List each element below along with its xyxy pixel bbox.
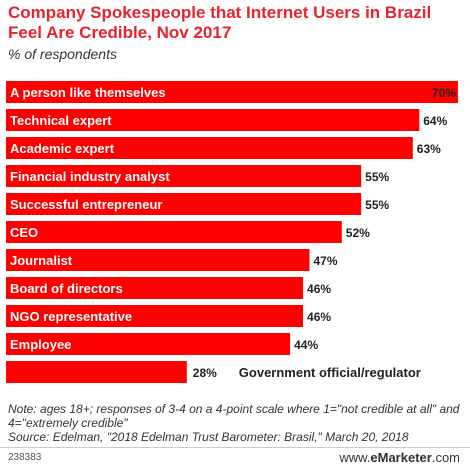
bar bbox=[6, 305, 304, 327]
bar-group: NGO representative 46% bbox=[6, 305, 331, 327]
bar bbox=[6, 193, 362, 215]
bar-value-label: 52% bbox=[346, 226, 370, 240]
brand-suffix: .com bbox=[431, 450, 460, 465]
bar-value-label: 46% bbox=[307, 310, 331, 324]
brand-prefix: www. bbox=[339, 450, 371, 465]
bar-category-label: Government official/regulator bbox=[239, 365, 421, 380]
chart-id: 238383 bbox=[8, 452, 42, 463]
bar-group: CEO 52% bbox=[6, 221, 370, 243]
bar bbox=[6, 137, 413, 159]
bar bbox=[6, 165, 362, 187]
brand-logo[interactable]: www.eMarketer.com bbox=[339, 450, 460, 465]
bar-category-label: Employee bbox=[10, 337, 71, 352]
bar-group: Journalist 47% bbox=[6, 249, 338, 271]
bar bbox=[6, 81, 458, 103]
bar-category-label: Academic expert bbox=[10, 141, 115, 156]
bar-group: Academic expert 63% bbox=[6, 137, 441, 159]
bar-value-label: 55% bbox=[365, 170, 389, 184]
bar-group: Employee 44% bbox=[6, 333, 318, 355]
bar bbox=[6, 333, 291, 355]
bar-value-label: 70% bbox=[432, 86, 456, 100]
bar-chart: A person like themselves 70% Technical exp… bbox=[6, 81, 458, 383]
bar-group: Financial industry analyst 55% bbox=[6, 165, 389, 187]
bar-group: A person like themselves 70% bbox=[6, 81, 458, 103]
bar-value-label: 64% bbox=[423, 114, 447, 128]
bar-category-label: A person like themselves bbox=[10, 85, 166, 100]
bar-group: Board of directors 46% bbox=[6, 277, 331, 299]
bar-group: Successful entrepreneur 55% bbox=[6, 193, 389, 215]
source-text: Source: Edelman, "2018 Edelman Trust Bar… bbox=[8, 430, 409, 444]
bar-value-label: 28% bbox=[193, 366, 217, 380]
bar-category-label: Financial industry analyst bbox=[10, 169, 170, 184]
chart-subtitle: % of respondents bbox=[8, 46, 117, 62]
bar-category-label: Journalist bbox=[10, 253, 73, 268]
brand-name: eMarketer bbox=[370, 450, 432, 465]
note-text: Note: ages 18+; responses of 3-4 on a 4-… bbox=[8, 402, 460, 430]
bar-group: Technical expert 64% bbox=[6, 109, 448, 131]
bar-group: Government official/regulator 28% bbox=[6, 361, 421, 383]
bar bbox=[6, 277, 304, 299]
bar-value-label: 63% bbox=[417, 142, 441, 156]
bar bbox=[6, 109, 420, 131]
bar-category-label: Successful entrepreneur bbox=[10, 197, 162, 212]
bar-category-label: Technical expert bbox=[10, 113, 112, 128]
bar-value-label: 55% bbox=[365, 198, 389, 212]
bar-value-label: 46% bbox=[307, 282, 331, 296]
chart-note: Note: ages 18+; responses of 3-4 on a 4-… bbox=[8, 402, 466, 444]
bar bbox=[6, 361, 187, 383]
bar-category-label: Board of directors bbox=[10, 281, 123, 296]
bar bbox=[6, 249, 310, 271]
chart-title: Company Spokespeople that Internet Users… bbox=[8, 3, 432, 42]
footer-divider bbox=[0, 447, 470, 448]
bar bbox=[6, 221, 342, 243]
bar-value-label: 47% bbox=[313, 254, 337, 268]
bar-value-label: 44% bbox=[294, 338, 318, 352]
bar-category-label: NGO representative bbox=[10, 309, 132, 324]
bar-category-label: CEO bbox=[10, 225, 38, 240]
